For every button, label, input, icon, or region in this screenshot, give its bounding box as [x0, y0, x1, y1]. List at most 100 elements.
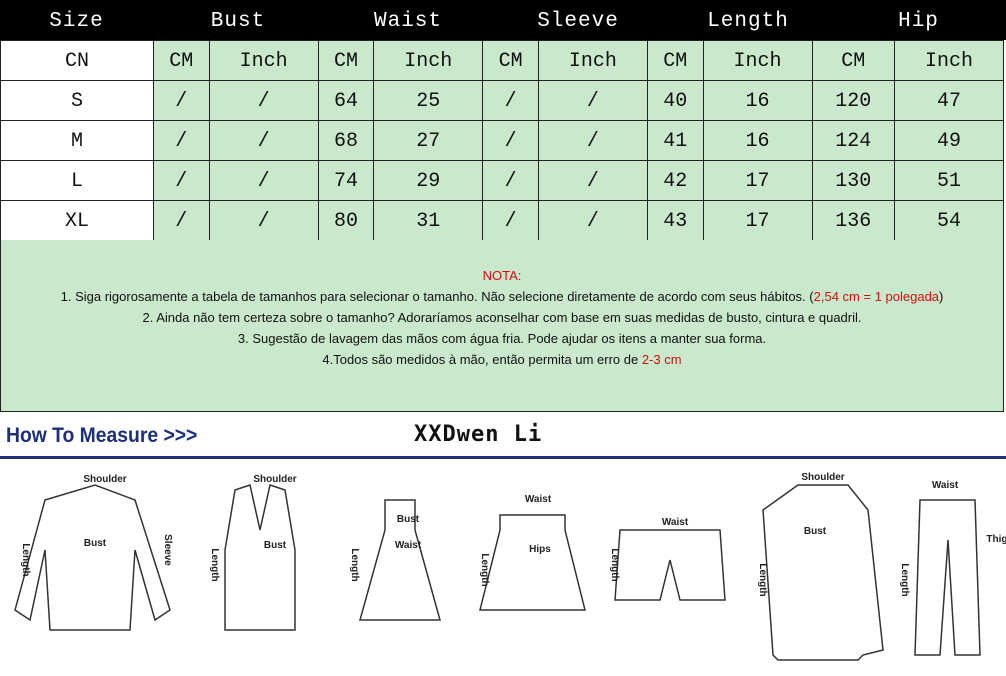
value-cell: 40	[646, 80, 704, 121]
measure-label: Length	[609, 548, 620, 581]
value-cell: 54	[893, 200, 1005, 241]
value-cell: Inch	[208, 40, 319, 81]
value-cell: /	[482, 80, 539, 121]
value-cell: /	[208, 120, 319, 161]
size-cell: L	[0, 160, 154, 201]
units-row: CN CM Inch CM Inch CM Inch CM Inch CM Inch	[0, 40, 1005, 81]
note-2: 2. Ainda não tem certeza sobre o tamanho…	[142, 310, 862, 325]
measure-label: Length	[899, 563, 910, 596]
measure-label: Bust	[804, 526, 827, 537]
measure-label: Length	[349, 548, 360, 581]
value-cell: /	[153, 120, 210, 161]
measure-label: Shoulder	[253, 474, 296, 485]
value-cell: CM	[153, 40, 210, 81]
measure-label: Waist	[662, 517, 689, 528]
value-cell: Inch	[702, 40, 813, 81]
skirt-measure-illustration: Waist Hips Length	[470, 470, 595, 670]
pants-icon: Waist Thigh Length	[899, 480, 1006, 656]
measure-label: Bust	[264, 540, 287, 551]
value-cell: 42	[646, 160, 704, 201]
measure-label: Bust	[84, 538, 107, 549]
header-size: Size	[49, 10, 104, 33]
divider	[0, 456, 1006, 459]
note-1-text: 1. Siga rigorosamente a tabela de tamanh…	[60, 289, 814, 304]
header-sleeve: Sleeve	[537, 10, 619, 33]
value-cell: 80	[317, 200, 375, 241]
value-cell: 64	[317, 80, 375, 121]
value-cell: /	[482, 200, 539, 241]
value-cell: 17	[702, 160, 813, 201]
value-cell: 136	[811, 200, 895, 241]
value-cell: 120	[811, 80, 895, 121]
dress-measure-illustration: Bust Waist Length	[340, 470, 450, 670]
measure-label: Waist	[395, 540, 422, 551]
value-cell: Inch	[373, 40, 484, 81]
table-row: S //64 25//40 16 120 47	[0, 80, 1005, 121]
header-hip: Hip	[898, 10, 939, 33]
value-cell: 16	[702, 80, 813, 121]
note-3: 3. Sugestão de lavagem das mãos com água…	[237, 331, 767, 346]
shorts-icon: Waist Length	[609, 517, 726, 601]
shorts-measure-illustration: Waist Length	[600, 470, 745, 670]
value-cell: 47	[893, 80, 1005, 121]
how-to-measure-heading: How To Measure >>>	[6, 424, 198, 447]
coat-icon: Shoulder Bust Length	[757, 472, 884, 661]
tank-top-measure-illustration: Shoulder Bust Length	[200, 470, 320, 670]
blouse-measure-illustration: Shoulder Bust Sleeve Length	[5, 470, 195, 670]
measure-label: Thigh	[986, 534, 1006, 545]
measure-label: Length	[20, 543, 31, 576]
header-bust: Bust	[210, 10, 266, 33]
measure-label: Bust	[397, 514, 420, 525]
value-cell: /	[153, 200, 210, 241]
measure-label: Length	[757, 563, 768, 596]
note-4: 4.Todos são medidos à mão, então permita…	[1, 349, 1003, 370]
notes-box: NOTA: 1. Siga rigorosamente a tabela de …	[0, 240, 1004, 412]
value-cell: 130	[811, 160, 895, 201]
pants-measure-illustration: Waist Thigh Length	[890, 470, 1006, 670]
notes-title: NOTA:	[482, 268, 522, 283]
value-cell: 17	[702, 200, 813, 241]
measure-label: Shoulder	[83, 474, 126, 485]
value-cell: /	[537, 160, 648, 201]
size-cell: XL	[0, 200, 154, 241]
measure-label: Waist	[525, 494, 552, 505]
size-table: CN CM Inch CM Inch CM Inch CM Inch CM Inch S //64 25/…	[0, 40, 1005, 241]
dress-icon: Bust Waist Length	[349, 499, 441, 621]
tank-top-icon: Shoulder Bust Length	[209, 474, 297, 631]
header-waist: Waist	[373, 10, 442, 33]
table-header: Size Bust Waist Sleeve Length Hip	[0, 0, 1006, 40]
value-cell: /	[153, 80, 210, 121]
note-4-tolerance: 2-3 cm	[641, 352, 682, 367]
value-cell: /	[537, 120, 648, 161]
measure-label: Shoulder	[801, 472, 844, 483]
measure-label: Hips	[529, 544, 551, 555]
table-row: L //74 29//42 17 130 51	[0, 160, 1005, 201]
value-cell: CM	[646, 40, 704, 81]
brand-logo: XXDwen Li	[414, 422, 543, 447]
blouse-icon: Shoulder Bust Sleeve Length	[14, 474, 173, 631]
value-cell: 49	[893, 120, 1005, 161]
measure-label: Sleeve	[162, 534, 173, 566]
value-cell: /	[153, 160, 210, 201]
value-cell: CM	[317, 40, 375, 81]
value-cell: /	[482, 120, 539, 161]
size-cell: CN	[0, 40, 154, 81]
note-4-text: 4.Todos são medidos à mão, então permita…	[322, 352, 642, 367]
coat-measure-illustration: Shoulder Bust Length	[748, 470, 903, 670]
note-1-conversion: 2,54 cm = 1 polegada	[813, 289, 940, 304]
size-cell: S	[0, 80, 154, 121]
value-cell: /	[537, 200, 648, 241]
value-cell: CM	[811, 40, 895, 81]
skirt-icon: Waist Hips Length	[479, 494, 586, 611]
value-cell: 41	[646, 120, 704, 161]
value-cell: CM	[482, 40, 539, 81]
table-row: XL //80 31//43 17 136 54	[0, 200, 1005, 241]
measure-label: Length	[479, 553, 490, 586]
value-cell: /	[208, 200, 319, 241]
value-cell: 124	[811, 120, 895, 161]
measure-label: Length	[209, 548, 220, 581]
value-cell: 31	[373, 200, 484, 241]
value-cell: Inch	[893, 40, 1005, 81]
note-1-end: )	[939, 289, 944, 304]
value-cell: 27	[373, 120, 484, 161]
